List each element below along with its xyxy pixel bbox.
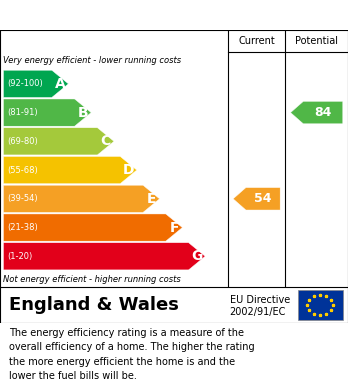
Polygon shape — [3, 185, 159, 212]
Polygon shape — [3, 70, 68, 97]
Text: 2002/91/EC: 2002/91/EC — [230, 307, 286, 317]
Text: E: E — [147, 192, 156, 206]
Text: C: C — [101, 135, 111, 148]
Text: G: G — [191, 249, 203, 263]
Polygon shape — [3, 214, 182, 241]
Polygon shape — [3, 99, 91, 126]
Text: (92-100): (92-100) — [8, 79, 44, 88]
Text: 84: 84 — [314, 106, 332, 119]
Text: (1-20): (1-20) — [8, 252, 33, 261]
Text: Very energy efficient - lower running costs: Very energy efficient - lower running co… — [3, 56, 182, 65]
Polygon shape — [233, 188, 280, 210]
Text: (69-80): (69-80) — [8, 137, 38, 146]
Text: 54: 54 — [254, 192, 272, 205]
Text: A: A — [55, 77, 65, 91]
Polygon shape — [3, 128, 114, 155]
Text: Current: Current — [238, 36, 275, 46]
Text: (21-38): (21-38) — [8, 223, 38, 232]
Text: Potential: Potential — [295, 36, 338, 46]
Text: EU Directive: EU Directive — [230, 295, 290, 305]
Text: England & Wales: England & Wales — [9, 296, 179, 314]
Polygon shape — [3, 243, 205, 270]
Text: D: D — [123, 163, 134, 177]
Text: B: B — [78, 106, 88, 120]
FancyBboxPatch shape — [298, 290, 343, 320]
Text: (55-68): (55-68) — [8, 165, 38, 174]
Text: (81-91): (81-91) — [8, 108, 38, 117]
Polygon shape — [3, 156, 137, 184]
Text: Not energy efficient - higher running costs: Not energy efficient - higher running co… — [3, 274, 181, 283]
Text: F: F — [169, 221, 179, 235]
Text: Energy Efficiency Rating: Energy Efficiency Rating — [9, 7, 219, 23]
Polygon shape — [291, 101, 343, 124]
Text: The energy efficiency rating is a measure of the
overall efficiency of a home. T: The energy efficiency rating is a measur… — [9, 328, 254, 381]
Text: (39-54): (39-54) — [8, 194, 38, 203]
